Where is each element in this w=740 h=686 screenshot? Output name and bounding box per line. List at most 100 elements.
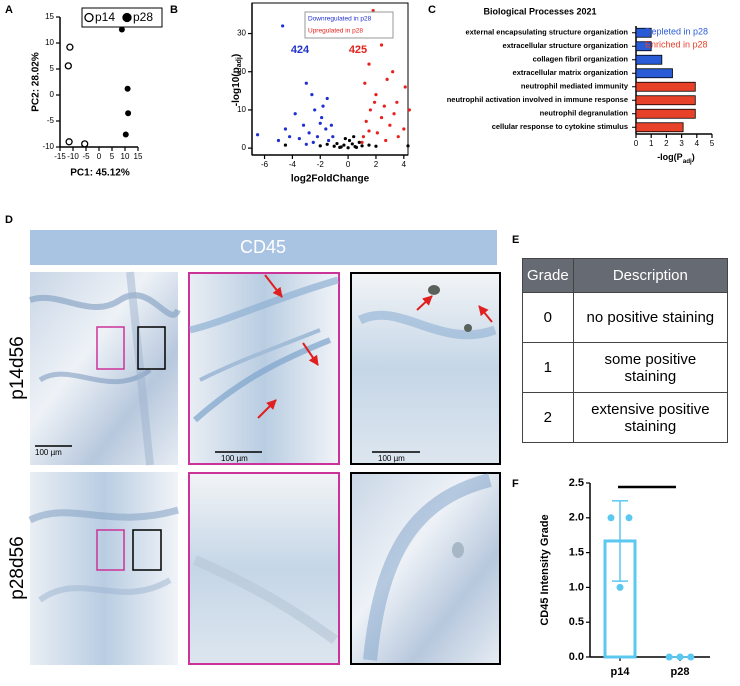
- axis-label-part: adj: [236, 57, 243, 67]
- panel-label: A: [5, 4, 13, 16]
- axis-label: -log10(padj): [231, 54, 243, 106]
- point: [124, 85, 131, 92]
- point: [379, 115, 384, 120]
- point: [372, 100, 377, 104]
- y-tick-label: 1.5: [569, 547, 584, 559]
- legend-box: [304, 11, 394, 39]
- bar: [635, 95, 696, 106]
- point: [321, 104, 325, 108]
- bar: [635, 122, 684, 133]
- y-tick-label: -10: [42, 142, 54, 151]
- point: [331, 135, 335, 139]
- point: [395, 100, 399, 104]
- axis-label-part: ): [231, 54, 242, 57]
- point: [368, 108, 372, 112]
- header-cell: Grade: [522, 258, 574, 293]
- point: [374, 144, 378, 148]
- point: [391, 70, 395, 74]
- point: [125, 110, 132, 117]
- point: [335, 141, 339, 146]
- point: [360, 144, 364, 148]
- table-row: 2 extensive positive staining: [522, 392, 729, 443]
- point: [332, 144, 336, 148]
- bar: [635, 27, 652, 38]
- table-header: Grade Description: [522, 258, 729, 293]
- point: [293, 112, 297, 116]
- micrograph: 100 µm: [188, 272, 340, 465]
- y-tick-label: 0: [50, 90, 55, 99]
- axis-label-part: -log(P: [657, 152, 683, 162]
- point: [361, 135, 366, 139]
- y-tick-label: 2.0: [569, 512, 584, 524]
- legend-label: p14: [95, 10, 115, 24]
- category-label: neutrophil mediated immunity: [521, 82, 629, 91]
- y-tick-label: 5: [50, 64, 55, 73]
- cell: 2: [522, 392, 574, 443]
- point: [288, 135, 292, 139]
- legend-label: Depleted in p28: [645, 26, 708, 36]
- x-tick-label: 2: [664, 139, 669, 148]
- panel-label: F: [512, 478, 519, 490]
- x-tick-label: 3: [679, 139, 684, 148]
- legend-marker: [122, 12, 132, 23]
- y-tick-label: 0.5: [569, 616, 584, 628]
- point: [325, 142, 329, 146]
- point: [347, 138, 352, 143]
- point: [320, 115, 324, 120]
- axis-label: log2FoldChange: [291, 174, 370, 185]
- category-label: extracellular structure organization: [503, 41, 629, 50]
- cell: 0: [522, 292, 574, 343]
- header-cell: Description: [572, 258, 729, 293]
- point: [338, 145, 342, 149]
- category-label: external encapsulating structure organiz…: [465, 28, 628, 37]
- category-label: extracellular matrix organization: [513, 68, 629, 77]
- scale-bar-label: 100 µm: [35, 448, 62, 457]
- chart-title: Biological Processes 2021: [483, 6, 596, 16]
- category-label: collagen fibril organization: [533, 55, 629, 64]
- point: [307, 131, 311, 135]
- cell: some positive staining: [572, 342, 729, 393]
- point: [406, 144, 410, 148]
- point: [396, 135, 400, 139]
- legend-label: p28: [133, 10, 153, 24]
- row-label: p28d56: [7, 536, 28, 599]
- micrograph: 100 µm: [29, 271, 181, 466]
- annotation: 425: [349, 44, 367, 56]
- x-tick-label: 5: [110, 152, 115, 161]
- cell: no positive staining: [572, 292, 729, 343]
- point: [297, 136, 301, 141]
- x-tick-label: -5: [82, 152, 90, 161]
- y-tick-label: 0.0: [569, 651, 584, 663]
- point: [392, 112, 396, 116]
- point: [329, 123, 333, 127]
- data-point: [687, 653, 695, 661]
- point: [122, 131, 129, 138]
- point: [301, 123, 306, 127]
- x-tick-label: 4: [695, 139, 700, 148]
- point: [318, 121, 322, 125]
- point: [385, 77, 389, 81]
- point: [283, 143, 288, 147]
- point: [343, 136, 347, 141]
- legend-label: Upregulated in p28: [308, 28, 363, 35]
- x-tick-label: p14: [611, 666, 631, 678]
- axis-label: PC2: 28.02%: [31, 52, 42, 112]
- data-point: [616, 583, 624, 591]
- point: [352, 135, 356, 139]
- y-tick-label: 10: [237, 105, 246, 114]
- category-label: neutrophil activation involved in immune…: [447, 95, 628, 104]
- point: [384, 138, 388, 143]
- point: [255, 133, 260, 137]
- data-point: [607, 514, 615, 522]
- point: [363, 81, 367, 85]
- axis-label: PC1: 45.12%: [70, 168, 130, 179]
- y-tick-label: -5: [47, 116, 55, 125]
- bar: [635, 108, 696, 119]
- micrograph: [188, 472, 340, 665]
- point: [283, 127, 288, 131]
- data-point: [625, 514, 633, 522]
- x-tick-label: 5: [710, 139, 715, 148]
- point: [342, 143, 346, 147]
- point: [382, 104, 386, 108]
